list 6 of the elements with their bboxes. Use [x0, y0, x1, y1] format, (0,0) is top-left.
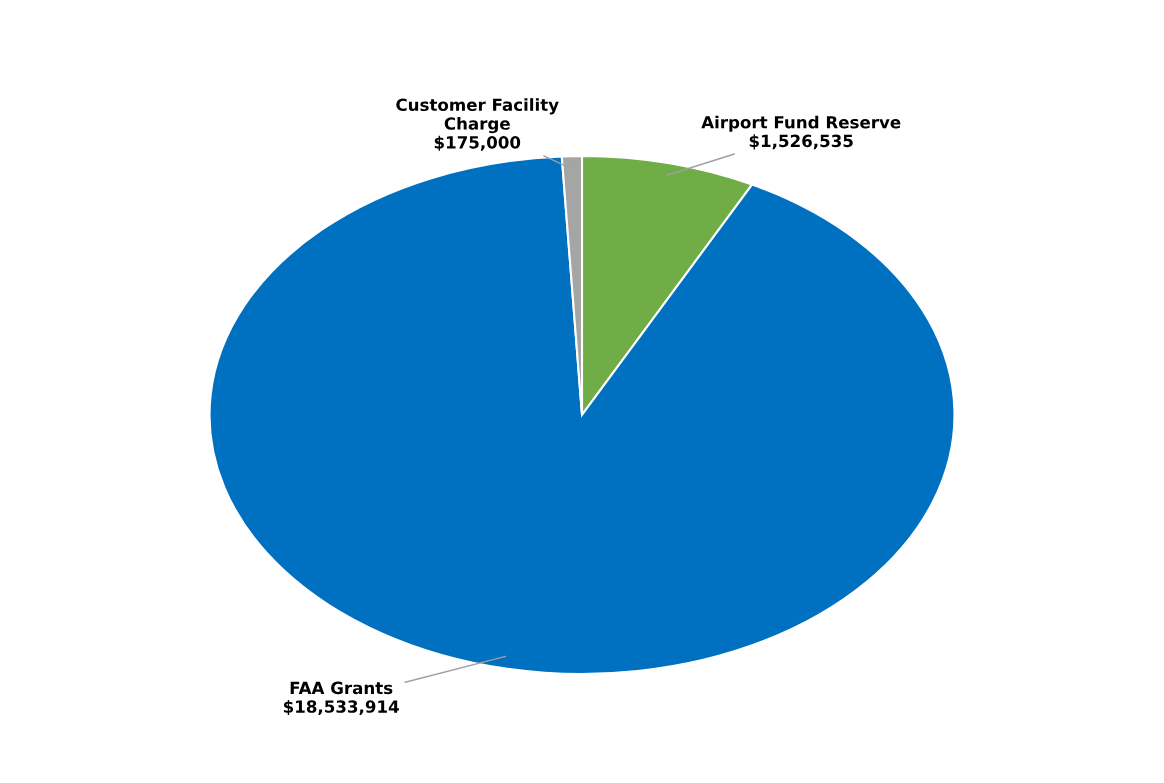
- data-label: $18,533,914: [283, 699, 399, 716]
- slice-label: Customer Facility Charge: [396, 98, 559, 134]
- slice-label: Airport Fund Reserve: [701, 115, 901, 132]
- slice-label: FAA Grants: [290, 681, 393, 695]
- data-label: $1,526,535: [749, 134, 853, 150]
- data-label: $175,000: [434, 135, 521, 151]
